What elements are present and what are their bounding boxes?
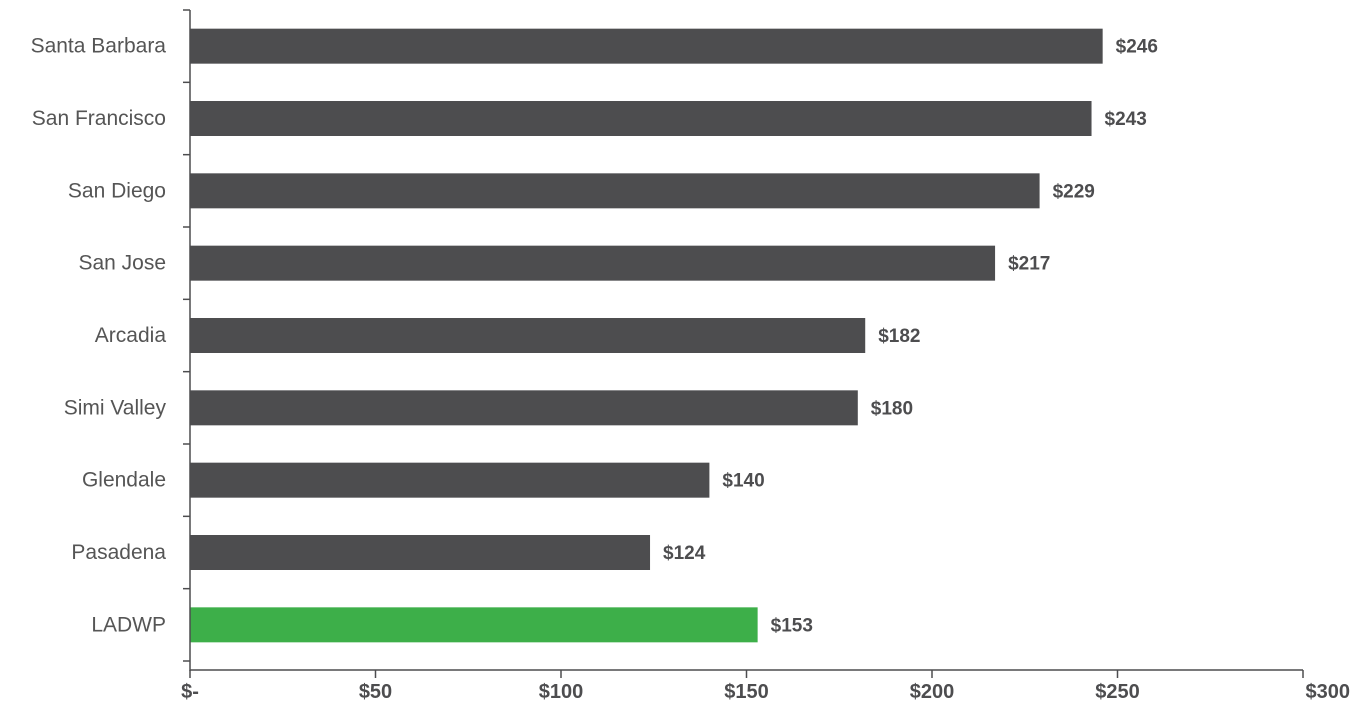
data-label: $124 [663,543,706,564]
bar [190,173,1040,209]
category-label: Arcadia [95,324,167,347]
category-label: Santa Barbara [31,35,167,58]
data-label: $153 [771,615,813,636]
data-label: $243 [1105,109,1147,130]
x-tick-label: $100 [539,681,584,703]
category-label: San Jose [78,252,166,275]
data-label: $182 [878,326,920,347]
data-label: $217 [1008,254,1050,275]
bar [190,318,866,353]
bar [190,245,996,281]
x-tick-label: $250 [1095,681,1140,703]
bar [190,101,1092,136]
bar [190,535,651,570]
axis-layer [183,9,1304,678]
bars-layer [190,28,1103,643]
data-label: $229 [1053,181,1095,202]
bar [190,390,858,426]
category-label: San Francisco [32,107,166,130]
category-label: San Diego [68,179,166,202]
bar [190,28,1103,64]
x-tick-label: $300 [1306,681,1351,703]
category-label: Pasadena [71,541,166,564]
category-label: Glendale [82,469,166,492]
bar [190,462,710,498]
data-label: $246 [1116,37,1158,58]
labels-layer: Santa Barbara $246 San Francisco $243 San Di… [31,35,1350,703]
category-label: Simi Valley [64,396,167,419]
category-label: LADWP [91,613,166,636]
x-tick-label: $- [181,681,199,703]
x-tick-label: $200 [910,681,955,703]
bar [190,607,758,643]
data-label: $140 [722,471,764,492]
data-label: $180 [871,398,913,419]
x-tick-label: $50 [359,681,392,703]
x-tick-label: $150 [724,681,769,703]
